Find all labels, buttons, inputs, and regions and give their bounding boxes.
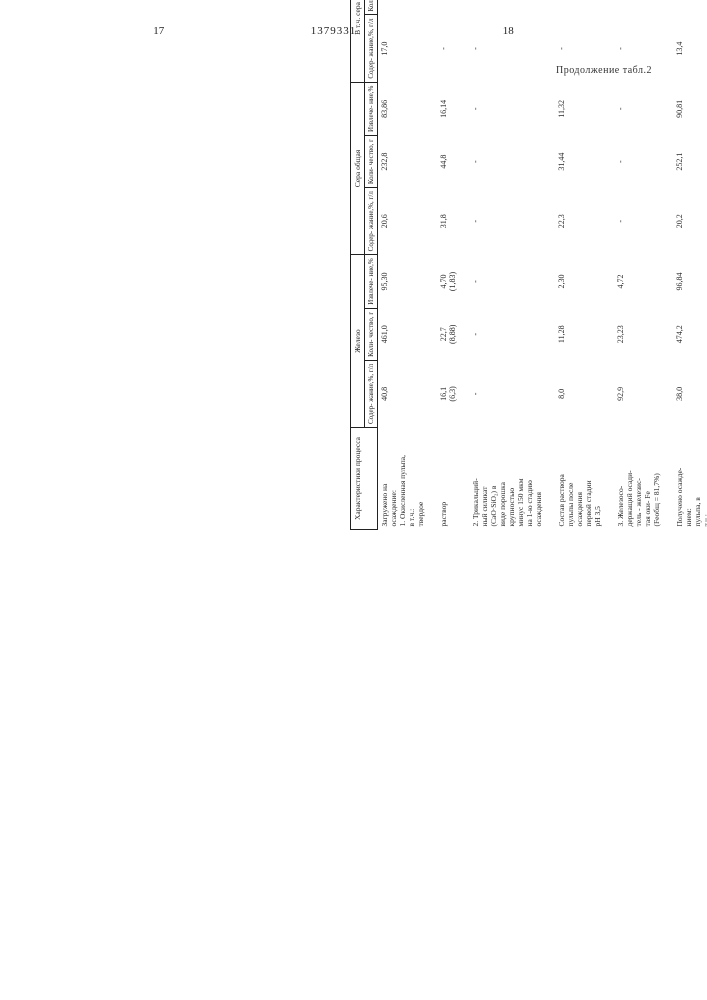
table-row: Состав раствора пульпы после осаждения п… bbox=[555, 0, 604, 530]
cell-value: 192,1 bbox=[378, 0, 428, 15]
cell-value: 167,2 bbox=[673, 0, 707, 15]
sub-fe-extract: Извлече- ние,% bbox=[365, 255, 378, 308]
sub-s-extract: Извлече- ние,% bbox=[365, 82, 378, 135]
cell-value: 16,1 (6,3) bbox=[437, 360, 459, 427]
cell-value: 4,70 (1,83) bbox=[437, 255, 459, 308]
cell-value: 461,0 bbox=[378, 308, 428, 360]
sub-s-amount: Коли- чество, г bbox=[365, 136, 378, 188]
col-group-sulfur: Сера общая bbox=[351, 82, 365, 255]
cell-value: 20,6 bbox=[378, 188, 428, 255]
cell-value: 40,8 bbox=[378, 360, 428, 427]
cell-value: - bbox=[614, 15, 663, 82]
cell-value: 232,8 bbox=[378, 136, 428, 188]
cell-value: 92,9 bbox=[614, 360, 663, 427]
cell-value: 44,8 bbox=[437, 136, 459, 188]
cell-value: - bbox=[469, 308, 545, 360]
sub-fe-content: Содер- жание,%, г/л bbox=[365, 360, 378, 427]
col-process: Характеристики процесса bbox=[351, 428, 378, 530]
cell-value: - bbox=[469, 360, 545, 427]
cell-value: 31,44 bbox=[555, 136, 604, 188]
cell-value: 23,23 bbox=[614, 308, 663, 360]
cell-value: 22,7 (8,88) bbox=[437, 308, 459, 360]
cell-value: 13,4 bbox=[673, 15, 707, 82]
cell-value: - bbox=[555, 15, 604, 82]
table-row: раствор16,1 (6,3)22,7 (8,88)4,70 (1,83)3… bbox=[437, 0, 459, 530]
cell-value: 8,0 bbox=[555, 360, 604, 427]
row-label: раствор bbox=[437, 428, 459, 530]
cell-value: 16,14 bbox=[437, 82, 459, 135]
table-row: 3. Железосо- держащий осади- тель - желе… bbox=[614, 0, 663, 530]
table-row: Загружено на осаждение: 1. Окисленная пу… bbox=[378, 0, 428, 530]
cell-value: - bbox=[469, 82, 545, 135]
cell-value: - bbox=[469, 188, 545, 255]
table-container: Характеристики процесса Железо Сера обща… bbox=[350, 0, 707, 530]
col-group-elem-sulfur: В т.ч. сера элементарная bbox=[351, 0, 365, 82]
cell-value: 31,8 bbox=[437, 188, 459, 255]
sub-s-content: Содер- жание,%, г/л bbox=[365, 188, 378, 255]
row-label: Загружено на осаждение: 1. Окисленная пу… bbox=[378, 428, 428, 530]
cell-value: 17,0 bbox=[378, 15, 428, 82]
cell-value: - bbox=[437, 15, 459, 82]
cell-value: - bbox=[614, 82, 663, 135]
cell-value: 474,2 bbox=[673, 308, 707, 360]
cell-value: 83,86 bbox=[378, 82, 428, 135]
cell-value: 4,72 bbox=[614, 255, 663, 308]
cell-value: 95,30 bbox=[378, 255, 428, 308]
page-num-left: 17 bbox=[153, 25, 164, 37]
table-row: Получено осажде- нием: пульпа, в т.ч.: т… bbox=[673, 0, 707, 530]
cell-value: - bbox=[614, 188, 663, 255]
cell-value: 20,2 bbox=[673, 188, 707, 255]
sub-fe-amount: Коли- чество, г bbox=[365, 308, 378, 360]
table-row: 2. Трикальций- ный силикат (CaO·SiO₂) в … bbox=[469, 0, 545, 530]
cell-value: 90,81 bbox=[673, 82, 707, 135]
cell-value: - bbox=[469, 15, 545, 82]
sub-se-amount: Коли- чество, г bbox=[365, 0, 378, 15]
cell-value: - bbox=[614, 136, 663, 188]
data-table: Характеристики процесса Железо Сера обща… bbox=[350, 0, 707, 530]
row-label: 2. Трикальций- ный силикат (CaO·SiO₂) в … bbox=[469, 428, 545, 530]
cell-value: 252,1 bbox=[673, 136, 707, 188]
col-group-iron: Железо bbox=[351, 255, 365, 428]
cell-value: - bbox=[469, 255, 545, 308]
cell-value: 22,3 bbox=[555, 188, 604, 255]
cell-value: 96,84 bbox=[673, 255, 707, 308]
cell-value: - bbox=[469, 136, 545, 188]
cell-value: - bbox=[469, 0, 545, 15]
cell-value: 2,30 bbox=[555, 255, 604, 308]
row-label: 3. Железосо- держащий осади- тель - желе… bbox=[614, 428, 663, 530]
cell-value: 11,32 bbox=[555, 82, 604, 135]
row-label: Получено осажде- нием: пульпа, в т.ч.: т… bbox=[673, 428, 707, 530]
row-label: Состав раствора пульпы после осаждения п… bbox=[555, 428, 604, 530]
cell-value: 11,28 bbox=[555, 308, 604, 360]
cell-value: - bbox=[437, 0, 459, 15]
sub-se-content: Содер- жание,%, г/л bbox=[365, 15, 378, 82]
cell-value: - bbox=[555, 0, 604, 15]
cell-value: 38,0 bbox=[673, 360, 707, 427]
cell-value: - bbox=[614, 0, 663, 15]
